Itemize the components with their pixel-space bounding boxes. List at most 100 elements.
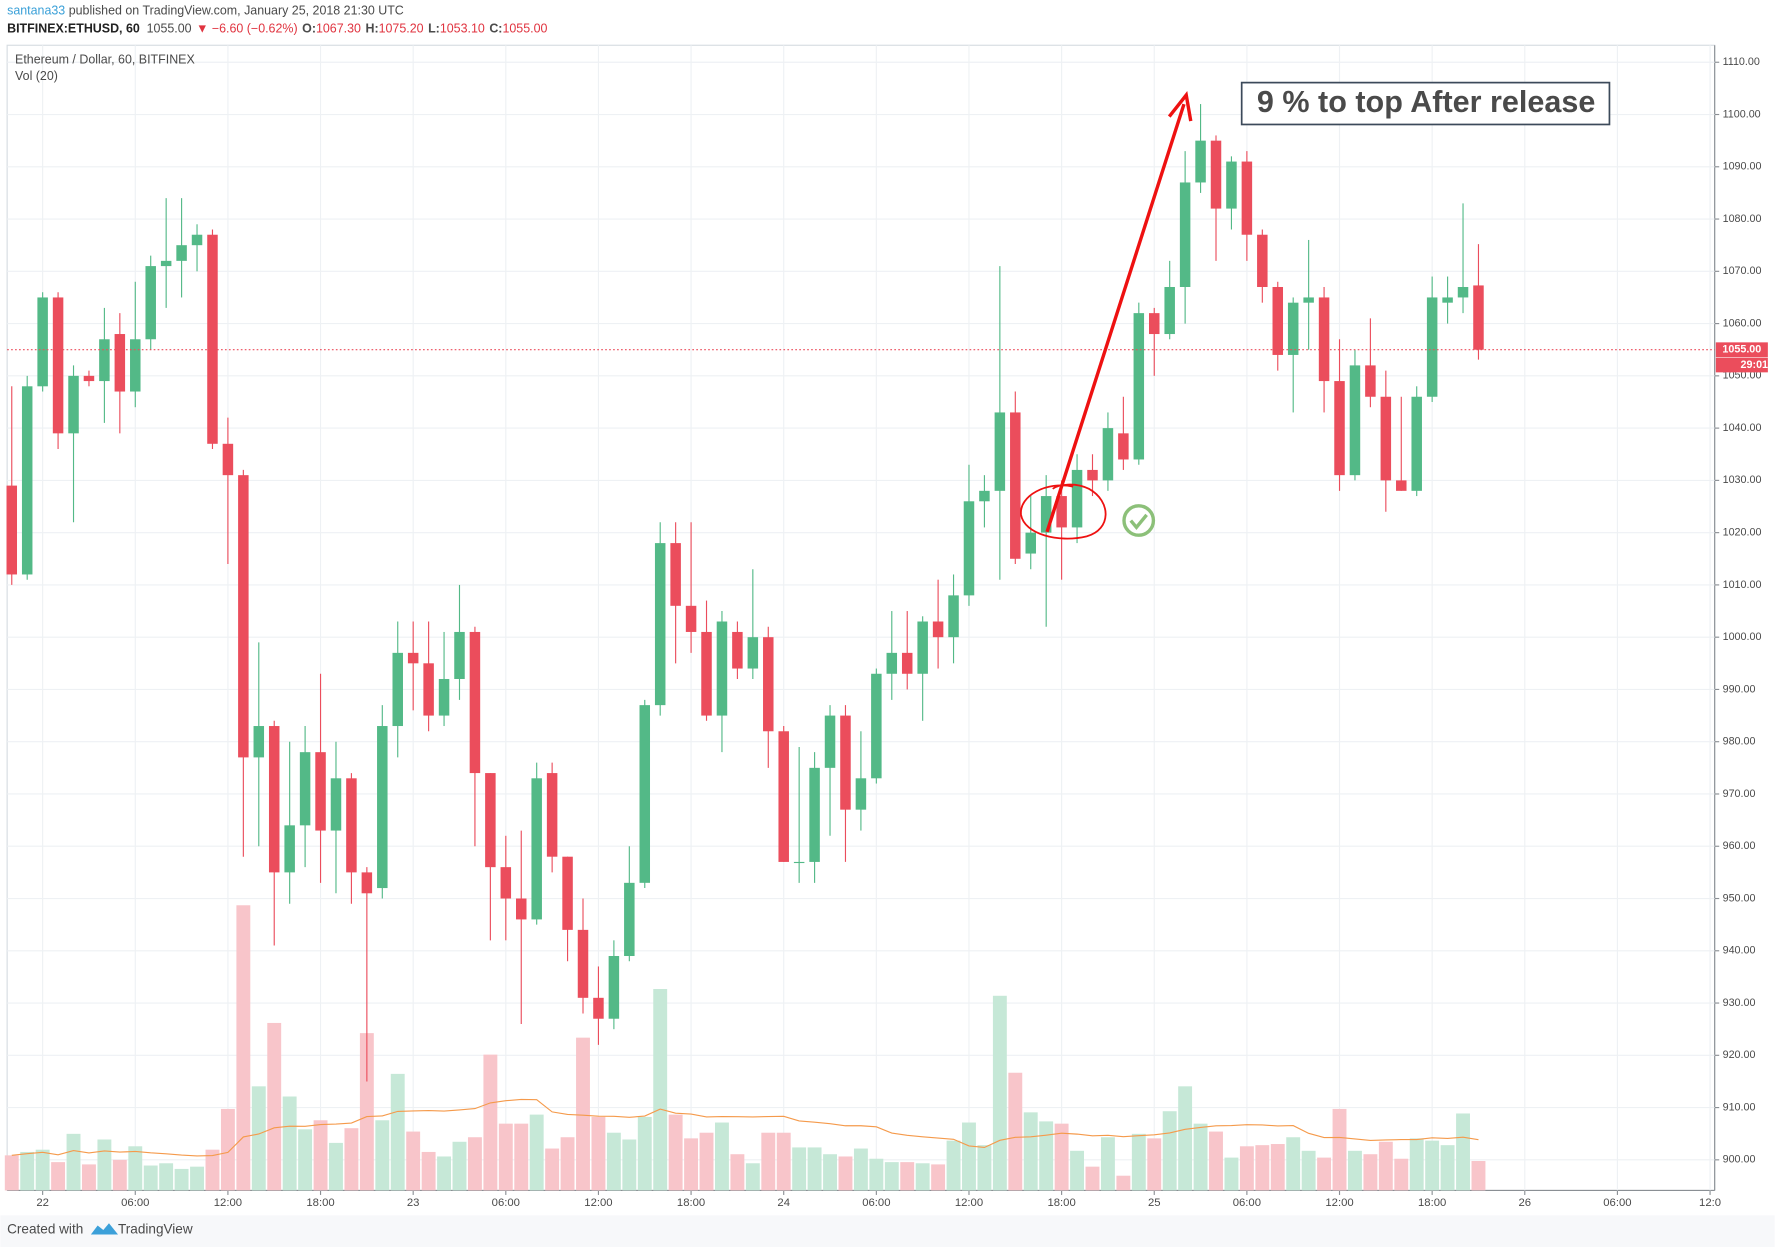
- candle-body: [1025, 532, 1036, 554]
- candle-body: [1241, 161, 1253, 235]
- volume-bar: [684, 1138, 699, 1191]
- candle-body: [917, 621, 928, 674]
- candle-body: [1056, 496, 1067, 528]
- volume-bar: [112, 1159, 127, 1191]
- y-tick-label: 1060.00: [1723, 317, 1762, 329]
- ohlc-key: C:: [489, 22, 502, 36]
- candle-body: [577, 929, 589, 998]
- volume-bar: [97, 1139, 112, 1191]
- volume-bar: [1301, 1150, 1316, 1191]
- volume-bar: [853, 1148, 868, 1191]
- annotation-box: [1240, 81, 1611, 126]
- volume-bar: [282, 1096, 297, 1191]
- volume-bar: [653, 989, 668, 1191]
- volume-bar: [498, 1123, 513, 1191]
- candle-body: [68, 375, 79, 434]
- author[interactable]: santana33: [7, 4, 65, 18]
- candle-body: [238, 475, 249, 758]
- candle-body: [1318, 297, 1330, 382]
- volume-bar: [668, 1114, 683, 1191]
- overlay-layer: 1055.00 29:01: [7, 342, 1768, 373]
- x-tick-label: 06:00: [1603, 1197, 1631, 1209]
- volume-bar: [236, 905, 251, 1191]
- volume-bar: [1131, 1133, 1146, 1191]
- volume-bar: [128, 1146, 143, 1191]
- volume-bar: [622, 1139, 637, 1191]
- volume-bar: [1116, 1175, 1131, 1191]
- volume-bar: [298, 1129, 313, 1191]
- candle-body: [1118, 433, 1129, 460]
- volume-bar: [406, 1131, 421, 1191]
- ohlc-value: 1075.20: [379, 22, 424, 36]
- volume-bar: [159, 1163, 174, 1191]
- volume-bar: [884, 1162, 899, 1191]
- volume-bar: [560, 1137, 575, 1191]
- volume-bar: [51, 1162, 66, 1191]
- candle-body: [1380, 396, 1392, 481]
- candle-body: [485, 773, 496, 868]
- volume-bar: [792, 1147, 807, 1191]
- volume-bar: [1039, 1121, 1054, 1191]
- volume-bar: [313, 1120, 328, 1191]
- check-mark: [1129, 513, 1148, 530]
- circle-mark: [1020, 483, 1107, 540]
- y-tick-label: 950.00: [1723, 892, 1756, 904]
- candle-body: [438, 678, 450, 716]
- volume-bar: [1023, 1112, 1038, 1191]
- volume-bar: [174, 1168, 189, 1191]
- volume-bar: [1255, 1145, 1270, 1191]
- quote-line: BITFINEX:ETHUSD, 60 1055.00 ▼ −6.60 (−0.62…: [7, 22, 547, 36]
- volume-bar: [220, 1108, 235, 1191]
- candle-body: [593, 997, 604, 1019]
- x-tick-label: 25: [1148, 1197, 1161, 1209]
- candle-body: [1164, 286, 1175, 335]
- volume-bar: [915, 1163, 930, 1191]
- candle-body: [639, 705, 651, 883]
- candle-body: [114, 334, 126, 392]
- footer-brand[interactable]: TradingView: [118, 1222, 193, 1237]
- volume-bar: [344, 1128, 359, 1191]
- candle-body: [191, 234, 203, 246]
- volume-bar: [1456, 1113, 1470, 1191]
- candle-body: [608, 956, 620, 1019]
- volume-bar: [1332, 1108, 1347, 1191]
- volume-bar: [1239, 1146, 1254, 1191]
- candle-body: [1226, 161, 1237, 209]
- candle-body: [130, 339, 141, 392]
- volume-bar: [1425, 1140, 1440, 1191]
- ohlc-value: 1067.30: [316, 22, 361, 36]
- ohlc-key: H:: [365, 22, 378, 36]
- candle-body: [624, 882, 635, 957]
- volume-bar: [823, 1154, 837, 1191]
- x-tick-label: 18:00: [1047, 1197, 1075, 1209]
- candle-body: [176, 245, 187, 261]
- change: ▼ −6.60 (−0.62%): [196, 22, 298, 36]
- y-tick-label: 1010.00: [1723, 579, 1762, 591]
- candle-body: [1087, 469, 1098, 481]
- volume-bar: [1471, 1161, 1486, 1191]
- candle-body: [531, 778, 542, 920]
- arrow-line: [1045, 103, 1186, 533]
- volume-bar: [962, 1122, 976, 1191]
- candle-body: [1349, 365, 1361, 476]
- x-tick-label: 18:00: [306, 1197, 334, 1209]
- candle-body: [948, 595, 959, 638]
- volume-bar: [1394, 1158, 1409, 1191]
- last-price-label: 1055.00: [1722, 344, 1761, 356]
- candle-body: [979, 490, 990, 502]
- volume-bar: [452, 1141, 467, 1191]
- candle-body: [454, 631, 465, 679]
- volume-bar: [1162, 1111, 1177, 1191]
- x-tick-label: 06:00: [1233, 1197, 1261, 1209]
- ohlc-key: O:: [302, 22, 316, 36]
- volume-bar: [576, 1037, 590, 1191]
- volume-bar: [205, 1149, 220, 1191]
- y-tick-label: 1000.00: [1723, 631, 1762, 643]
- candle-body: [1102, 428, 1114, 481]
- y-tick-label: 900.00: [1723, 1154, 1756, 1166]
- candle-body: [1426, 297, 1438, 397]
- candle-body: [871, 673, 882, 779]
- volume-bar: [529, 1114, 544, 1191]
- volume-label: Vol (20): [15, 69, 58, 83]
